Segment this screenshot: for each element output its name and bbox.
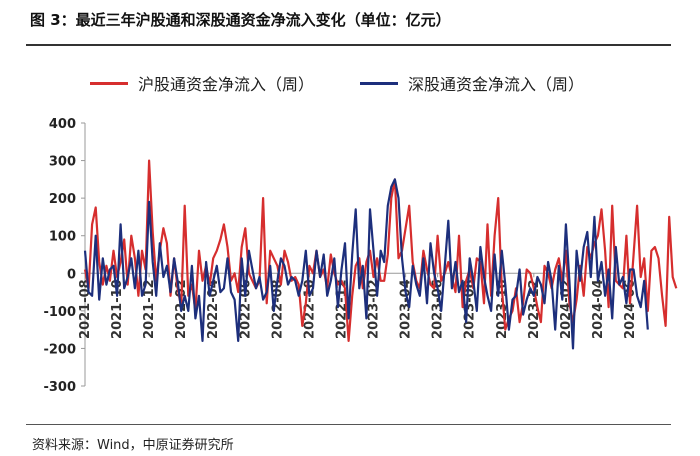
x-tick-label: 2021-10 <box>110 279 125 339</box>
footer-rule <box>26 424 671 425</box>
x-tick-label: 2023-02 <box>367 279 382 339</box>
legend-swatch-sz <box>360 81 398 85</box>
y-tick-label: 0 <box>67 267 76 282</box>
x-tick-label: 2023-12 <box>527 279 542 339</box>
x-tick-label: 2022-08 <box>270 279 285 339</box>
legend-item-sz: 深股通资金净流入（周） <box>360 72 584 94</box>
y-tick-label: -300 <box>43 380 76 395</box>
x-tick-label: 2021-08 <box>78 279 93 339</box>
y-tick-label: 400 <box>49 117 76 132</box>
x-tick-label: 2021-12 <box>142 279 157 339</box>
source-note: 资料来源：Wind，中原证券研究所 <box>32 438 234 453</box>
title-rule <box>26 44 671 46</box>
y-tick-label: -100 <box>43 305 76 320</box>
legend-swatch-sh <box>90 81 128 85</box>
y-tick-label: -200 <box>43 342 76 357</box>
y-tick-label: 100 <box>49 230 76 245</box>
y-axis: 400 300 200 100 0 -100 -200 -300 <box>43 117 86 395</box>
plot-area <box>83 159 678 350</box>
series-line-sh <box>83 159 678 342</box>
x-tick-label: 2022-06 <box>238 279 253 339</box>
y-tick-label: 300 <box>49 155 76 170</box>
chart-title: 图 3：最近三年沪股通和深股通资金净流入变化（单位：亿元） <box>30 11 451 29</box>
x-tick-label: 2024-04 <box>591 279 606 339</box>
legend-label-sh: 沪股通资金净流入（周） <box>138 75 315 94</box>
y-tick-label: 200 <box>49 192 76 207</box>
legend-item-sh: 沪股通资金净流入（周） <box>90 72 314 94</box>
legend-label-sz: 深股通资金净流入（周） <box>408 75 585 94</box>
series-line-sz <box>83 178 649 350</box>
